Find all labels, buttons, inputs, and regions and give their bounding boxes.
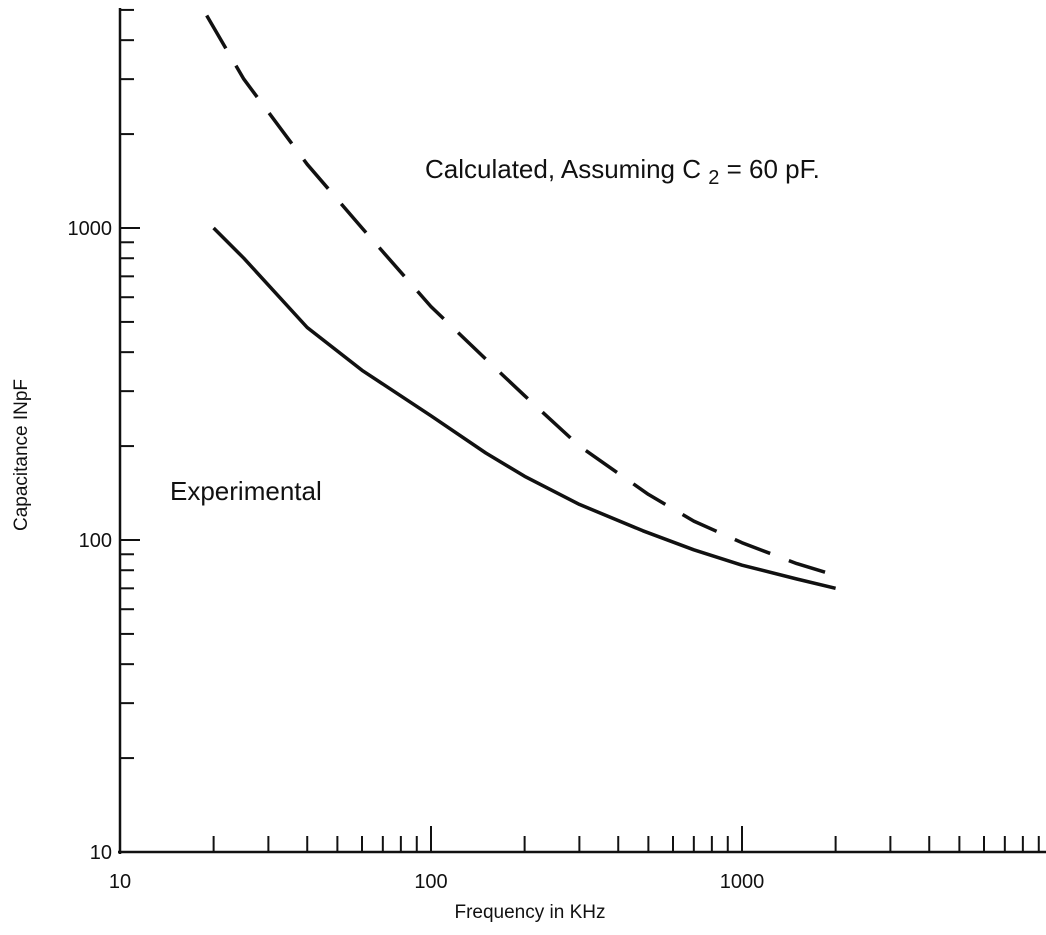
annotation-calculated-part1: Calculated, Assuming C <box>425 154 701 184</box>
series-line-calculated <box>205 14 837 578</box>
ticks: 10 100 1000 10 100 1000 <box>68 8 1040 893</box>
labels: Frequency in KHz Capacitance INpF Calcul… <box>11 154 820 923</box>
annotation-calculated-part3: = 60 pF. <box>727 154 820 184</box>
y-tick-label: 100 <box>79 530 112 552</box>
axes <box>118 8 1046 854</box>
y-tick-label: 10 <box>90 842 112 864</box>
series-line-experimental <box>212 226 837 591</box>
y-tick-label: 1000 <box>68 218 113 240</box>
annotation-calculated: Calculated, Assuming C 2 = 60 pF. <box>425 154 820 190</box>
series-group <box>205 14 837 591</box>
x-tick-label: 100 <box>414 871 447 893</box>
x-tick-label: 10 <box>109 871 131 893</box>
x-axis-title: Frequency in KHz <box>454 902 605 923</box>
annotation-experimental: Experimental <box>170 476 322 506</box>
annotation-calculated-subscript: 2 <box>708 167 719 189</box>
y-axis-title: Capacitance INpF <box>11 379 32 531</box>
x-tick-label: 1000 <box>720 871 765 893</box>
